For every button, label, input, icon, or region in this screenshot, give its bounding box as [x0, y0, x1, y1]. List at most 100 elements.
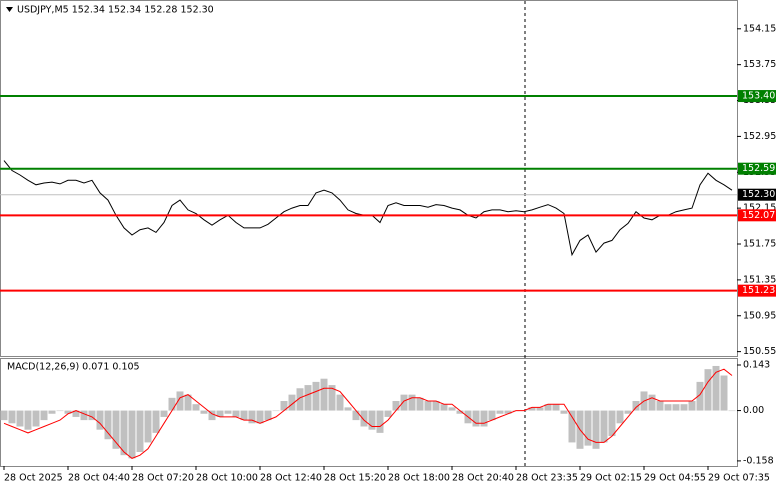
macd-bar [376, 410, 384, 433]
macd-bar [440, 404, 448, 411]
macd-title: MACD(12,26,9) 0.071 0.105 [7, 362, 140, 373]
macd-bar [424, 401, 432, 411]
macd-bar [320, 378, 328, 411]
macd-bar [248, 410, 256, 424]
macd-bar [632, 401, 640, 411]
macd-bar [648, 394, 656, 411]
macd-bar [600, 410, 608, 443]
macd-bar [656, 401, 664, 411]
macd-bar [144, 410, 152, 443]
macd-bar [200, 410, 208, 414]
x-tick-label: 28 Oct 07:20 [132, 473, 194, 484]
level-label-box [738, 284, 776, 297]
y-tick-label: 150.95 [743, 310, 776, 321]
x-tick-label: 28 Oct 12:40 [260, 473, 322, 484]
y-tick-label: 153.75 [743, 59, 776, 70]
x-tick-label: 29 Oct 04:55 [644, 473, 706, 484]
macd-bar [552, 404, 560, 411]
macd-bar [608, 410, 616, 437]
chart-title: USDJPY,M5 152.34 152.34 152.28 152.30 [17, 5, 214, 16]
macd-bar [56, 410, 64, 412]
level-label: 153.40 [742, 91, 775, 102]
macd-bar [240, 410, 248, 421]
macd-bar [40, 410, 48, 421]
macd-bar [168, 397, 176, 411]
macd-bar [264, 410, 272, 421]
x-tick-label: 28 Oct 15:20 [324, 473, 386, 484]
macd-bar [232, 410, 240, 417]
x-tick-label: 29 Oct 02:15 [580, 473, 642, 484]
macd-bar [224, 410, 232, 414]
macd-bar [504, 410, 512, 414]
macd-bar [24, 410, 32, 430]
macd-bar [688, 401, 696, 411]
macd-bar [680, 404, 688, 411]
macd-bar [88, 410, 96, 421]
macd-bar [96, 410, 104, 430]
y-tick-label: 150.55 [743, 346, 776, 357]
macd-bar [704, 369, 712, 411]
menu-icon [6, 7, 13, 12]
macd-bar [120, 410, 128, 456]
macd-bar [312, 381, 320, 411]
y-tick-label: 151.75 [743, 239, 776, 250]
macd-bar [176, 391, 184, 411]
macd-bar [664, 404, 672, 411]
macd-bar [128, 410, 136, 459]
macd-bar [184, 394, 192, 411]
macd-bar [216, 410, 224, 417]
y-tick-label: 0.143 [743, 360, 770, 371]
macd-bar [456, 410, 464, 414]
macd-bar [400, 394, 408, 411]
macd-bar [272, 410, 280, 412]
macd-bar [544, 404, 552, 411]
macd-bar [104, 410, 112, 440]
macd-bar [568, 410, 576, 443]
level-label: 152.07 [742, 210, 775, 221]
macd-bar [344, 407, 352, 411]
macd-bar [72, 410, 80, 417]
macd-bar [304, 385, 312, 411]
macd-bar [616, 410, 624, 424]
macd-bar [712, 365, 720, 411]
level-label: 152.59 [742, 163, 775, 174]
macd-bar [48, 410, 56, 414]
macd-bar [64, 410, 72, 414]
y-tick-label: 152.15 [743, 203, 776, 214]
x-tick-label: 28 Oct 04:40 [68, 473, 130, 484]
macd-bar [728, 410, 736, 412]
x-tick-label: 28 Oct 20:40 [452, 473, 514, 484]
y-tick-label: 151.35 [743, 274, 776, 285]
y-tick-label: 0.00 [743, 405, 764, 416]
last-price-label: 152.30 [742, 189, 775, 200]
macd-bar [384, 410, 392, 417]
y-tick-label: -0.158 [743, 455, 774, 466]
macd-bar [592, 410, 600, 449]
macd-bar [560, 410, 568, 414]
macd-bar [416, 397, 424, 411]
macd-bar [392, 401, 400, 411]
macd-bar [584, 410, 592, 446]
macd-bar [80, 410, 88, 421]
x-tick-label: 28 Oct 23:35 [516, 473, 578, 484]
last-price-box [738, 188, 776, 201]
macd-bar [152, 410, 160, 433]
macd-bar [8, 410, 16, 424]
macd-bar [352, 410, 360, 421]
macd-bar [360, 410, 368, 427]
x-tick-label: 29 Oct 07:35 [708, 473, 770, 484]
level-label-box [738, 209, 776, 222]
x-tick-label: 28 Oct 2025 [4, 473, 63, 484]
level-label-box [738, 162, 776, 175]
macd-bar [480, 410, 488, 427]
macd-bar [336, 394, 344, 411]
macd-bar [136, 410, 144, 452]
macd-bar [672, 404, 680, 411]
macd-bar [16, 410, 24, 427]
macd-bar [624, 410, 632, 414]
macd-bar [696, 381, 704, 411]
macd-bar [536, 407, 544, 411]
macd-bar [368, 410, 376, 430]
macd-bar [32, 410, 40, 427]
